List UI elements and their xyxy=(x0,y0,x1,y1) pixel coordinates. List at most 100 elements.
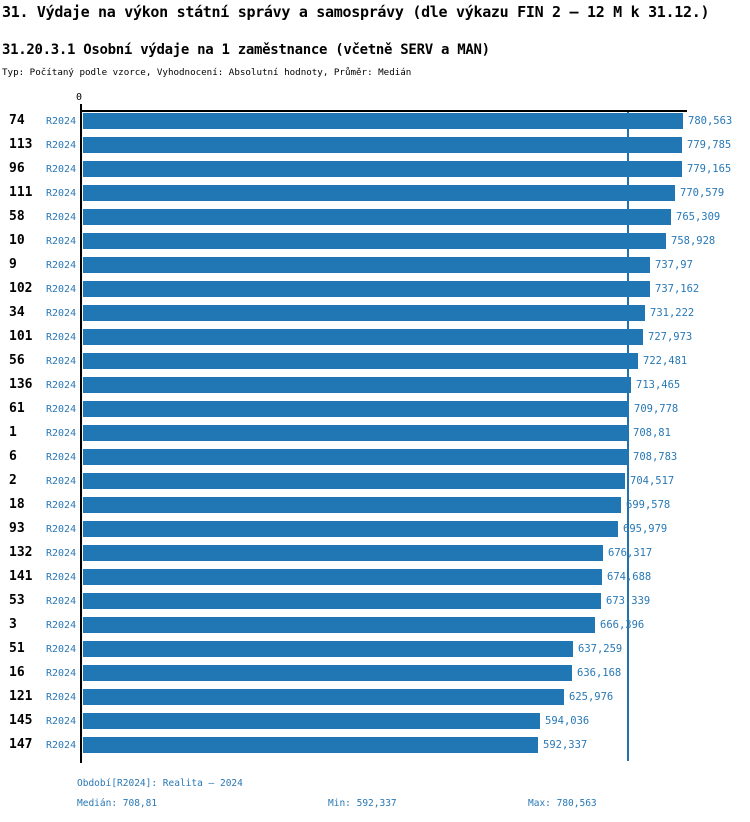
footer-period: Období[R2024]: Realita – 2024 xyxy=(77,778,243,789)
row-number-label: 53 xyxy=(9,593,25,608)
row-number-label: 3 xyxy=(9,617,17,632)
value-bar[interactable] xyxy=(83,185,675,201)
value-label: 731,222 xyxy=(650,307,695,319)
period-label: R2024 xyxy=(46,116,77,127)
value-label: 758,928 xyxy=(671,235,716,247)
value-bar[interactable] xyxy=(83,473,625,489)
period-label: R2024 xyxy=(46,356,77,367)
table-row: 111 R2024 770,579 xyxy=(0,185,750,201)
value-label: 709,778 xyxy=(634,403,679,415)
value-bar[interactable] xyxy=(83,737,538,753)
value-label: 699,578 xyxy=(626,499,671,511)
period-label: R2024 xyxy=(46,404,77,415)
table-row: 9 R2024 737,97 xyxy=(0,257,750,273)
value-bar[interactable] xyxy=(83,593,601,609)
table-row: 3 R2024 666,396 xyxy=(0,617,750,633)
value-label: 765,309 xyxy=(676,211,721,223)
table-row: 6 R2024 708,783 xyxy=(0,449,750,465)
footer-median: Medián: 708,81 xyxy=(77,798,158,809)
period-label: R2024 xyxy=(46,500,77,511)
row-number-label: 147 xyxy=(9,737,33,752)
x-axis-zero-label: 0 xyxy=(75,92,83,103)
period-label: R2024 xyxy=(46,548,77,559)
table-row: 34 R2024 731,222 xyxy=(0,305,750,321)
value-bar[interactable] xyxy=(83,617,595,633)
value-bar[interactable] xyxy=(83,329,643,345)
x-axis-zero-tick xyxy=(80,104,82,111)
row-number-label: 18 xyxy=(9,497,25,512)
value-bar[interactable] xyxy=(83,281,650,297)
value-bar[interactable] xyxy=(83,113,683,129)
row-number-label: 93 xyxy=(9,521,25,536)
table-row: 53 R2024 673,339 xyxy=(0,593,750,609)
period-label: R2024 xyxy=(46,740,77,751)
period-label: R2024 xyxy=(46,476,77,487)
footer-min: Min: 592,337 xyxy=(328,798,397,809)
period-label: R2024 xyxy=(46,596,77,607)
value-bar[interactable] xyxy=(83,137,682,153)
row-number-label: 102 xyxy=(9,281,33,296)
row-number-label: 9 xyxy=(9,257,17,272)
value-bar[interactable] xyxy=(83,377,631,393)
value-bar[interactable] xyxy=(83,353,638,369)
value-bar[interactable] xyxy=(83,689,564,705)
period-label: R2024 xyxy=(46,212,77,223)
value-label: 770,579 xyxy=(680,187,725,199)
value-label: 780,563 xyxy=(688,115,733,127)
value-bar[interactable] xyxy=(83,641,573,657)
value-bar[interactable] xyxy=(83,545,603,561)
value-bar[interactable] xyxy=(83,521,618,537)
value-label: 636,168 xyxy=(577,667,622,679)
period-label: R2024 xyxy=(46,308,77,319)
value-bar[interactable] xyxy=(83,713,540,729)
value-label: 637,259 xyxy=(578,643,623,655)
value-label: 594,036 xyxy=(545,715,590,727)
period-label: R2024 xyxy=(46,692,77,703)
value-bar[interactable] xyxy=(83,209,671,225)
value-bar[interactable] xyxy=(83,401,629,417)
value-bar[interactable] xyxy=(83,257,650,273)
value-label: 695,979 xyxy=(623,523,668,535)
period-label: R2024 xyxy=(46,164,77,175)
table-row: 147 R2024 592,337 xyxy=(0,737,750,753)
table-row: 10 R2024 758,928 xyxy=(0,233,750,249)
table-row: 96 R2024 779,165 xyxy=(0,161,750,177)
period-label: R2024 xyxy=(46,716,77,727)
value-bar[interactable] xyxy=(83,665,572,681)
table-row: 101 R2024 727,973 xyxy=(0,329,750,345)
value-bar[interactable] xyxy=(83,161,682,177)
table-row: 121 R2024 625,976 xyxy=(0,689,750,705)
bar-rows: 74 R2024 780,563 113 R2024 779,785 96 R2024 779,… xyxy=(0,113,750,761)
table-row: 145 R2024 594,036 xyxy=(0,713,750,729)
period-label: R2024 xyxy=(46,380,77,391)
chart-meta: Typ: Počítaný podle vzorce, Vyhodnocení:… xyxy=(2,67,412,78)
table-row: 1 R2024 708,81 xyxy=(0,425,750,441)
row-number-label: 132 xyxy=(9,545,33,560)
row-number-label: 74 xyxy=(9,113,25,128)
value-label: 592,337 xyxy=(543,739,588,751)
row-number-label: 111 xyxy=(9,185,33,200)
value-bar[interactable] xyxy=(83,569,602,585)
value-label: 722,481 xyxy=(643,355,688,367)
period-label: R2024 xyxy=(46,668,77,679)
value-label: 625,976 xyxy=(569,691,614,703)
value-bar[interactable] xyxy=(83,497,621,513)
y-axis-line xyxy=(80,110,82,763)
row-number-label: 6 xyxy=(9,449,17,464)
table-row: 51 R2024 637,259 xyxy=(0,641,750,657)
value-bar[interactable] xyxy=(83,305,645,321)
table-row: 141 R2024 674,688 xyxy=(0,569,750,585)
row-number-label: 101 xyxy=(9,329,33,344)
table-row: 16 R2024 636,168 xyxy=(0,665,750,681)
value-bar[interactable] xyxy=(83,425,628,441)
period-label: R2024 xyxy=(46,620,77,631)
table-row: 61 R2024 709,778 xyxy=(0,401,750,417)
value-bar[interactable] xyxy=(83,449,628,465)
value-label: 727,973 xyxy=(648,331,693,343)
value-label: 674,688 xyxy=(607,571,652,583)
value-bar[interactable] xyxy=(83,233,666,249)
table-row: 93 R2024 695,979 xyxy=(0,521,750,537)
x-axis-line xyxy=(80,110,687,112)
row-number-label: 96 xyxy=(9,161,25,176)
